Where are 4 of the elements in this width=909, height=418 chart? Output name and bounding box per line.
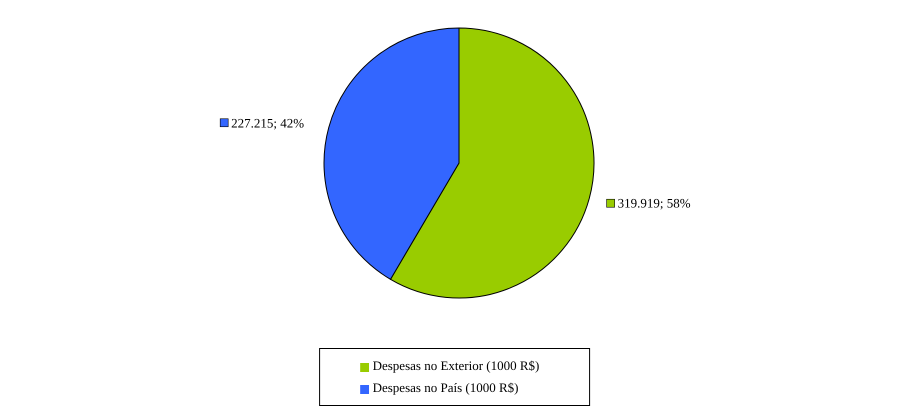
legend-label: Despesas no Exterior (1000 R$) [372,358,540,373]
data-label: 319.919; 58% [618,196,691,211]
legend-label: Despesas no País (1000 R$) [372,380,518,395]
data-label: 227.215; 42% [231,115,304,130]
